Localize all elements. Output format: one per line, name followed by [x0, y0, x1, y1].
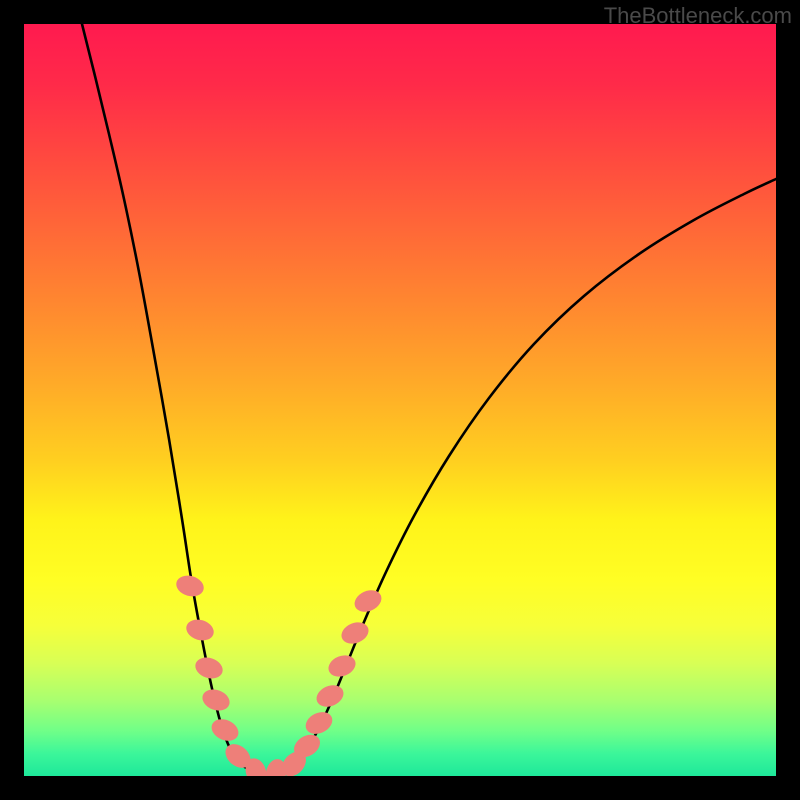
plot-svg	[24, 24, 776, 776]
plot-area	[24, 24, 776, 776]
watermark-text: TheBottleneck.com	[604, 3, 792, 29]
chart-frame: TheBottleneck.com	[0, 0, 800, 800]
gradient-background	[24, 24, 776, 776]
